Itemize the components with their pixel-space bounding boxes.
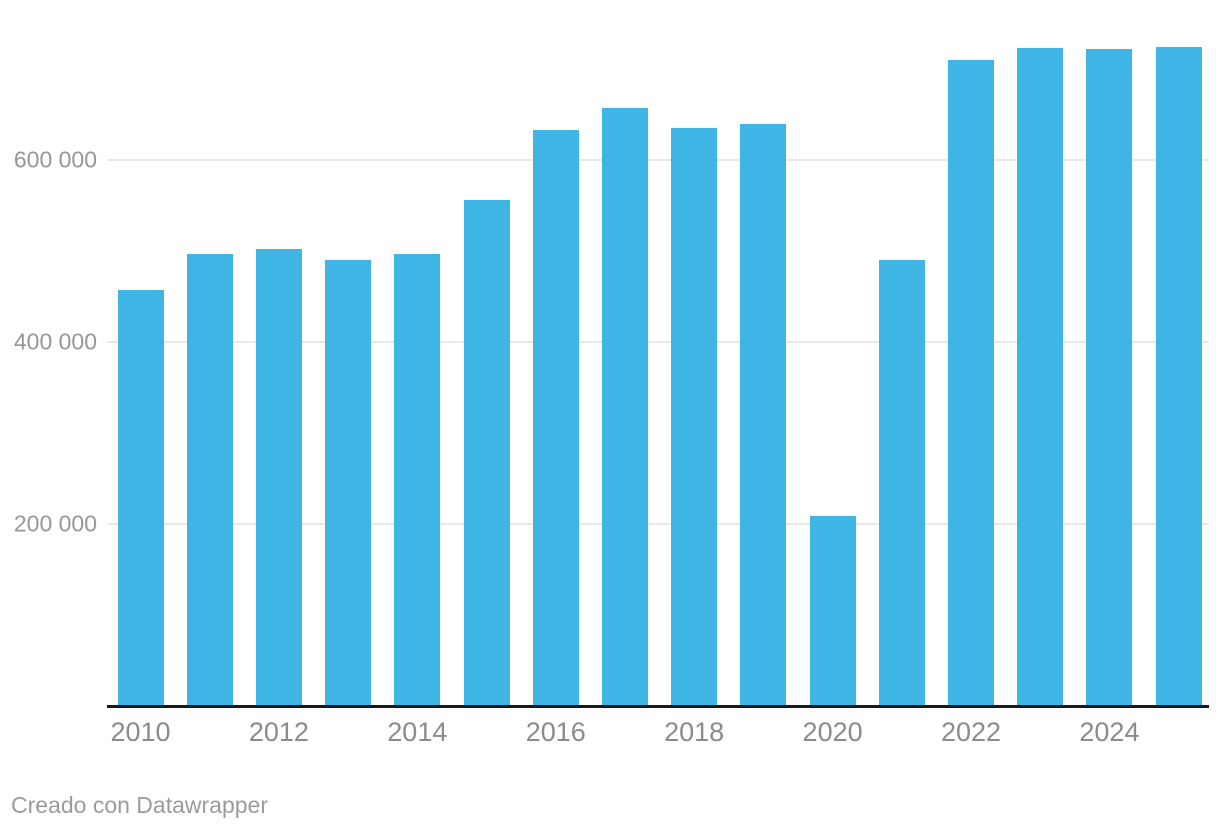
bar-2016 xyxy=(532,129,579,705)
x-tick-label-2018: 2018 xyxy=(664,717,725,747)
gridline-400000 xyxy=(107,341,1209,343)
bar-2025 xyxy=(1155,47,1202,705)
bar-2020 xyxy=(809,515,856,705)
bar-2022 xyxy=(948,59,995,705)
y-tick-label: 600 000 xyxy=(13,146,97,173)
gridline-600000 xyxy=(107,159,1209,161)
x-tick-label-2014: 2014 xyxy=(387,717,448,747)
x-tick-label-2012: 2012 xyxy=(248,717,309,747)
x-tick-label-2010: 2010 xyxy=(110,717,171,747)
bar-2011 xyxy=(186,253,233,705)
bar-2012 xyxy=(255,249,302,705)
bar-2024 xyxy=(1086,48,1133,705)
x-tick-label-2016: 2016 xyxy=(525,717,586,747)
bar-2023 xyxy=(1017,47,1064,705)
bar-2014 xyxy=(394,253,441,705)
bar-2019 xyxy=(740,123,787,705)
bar-2018 xyxy=(671,128,718,705)
y-tick-label: 400 000 xyxy=(13,328,97,355)
gridline-200000 xyxy=(107,523,1209,525)
x-tick-label-2022: 2022 xyxy=(940,717,1002,747)
bar-2015 xyxy=(463,199,510,705)
bar-2021 xyxy=(878,260,925,705)
bar-2017 xyxy=(601,108,648,705)
y-tick-label: 200 000 xyxy=(13,510,97,537)
x-tick-label-2020: 2020 xyxy=(802,717,863,747)
bar-2010 xyxy=(117,290,164,705)
footer-credit: Creado con Datawrapper xyxy=(11,792,268,818)
bar-2013 xyxy=(325,260,372,705)
x-axis-line xyxy=(107,705,1209,708)
x-tick-label-2024: 2024 xyxy=(1079,717,1140,747)
